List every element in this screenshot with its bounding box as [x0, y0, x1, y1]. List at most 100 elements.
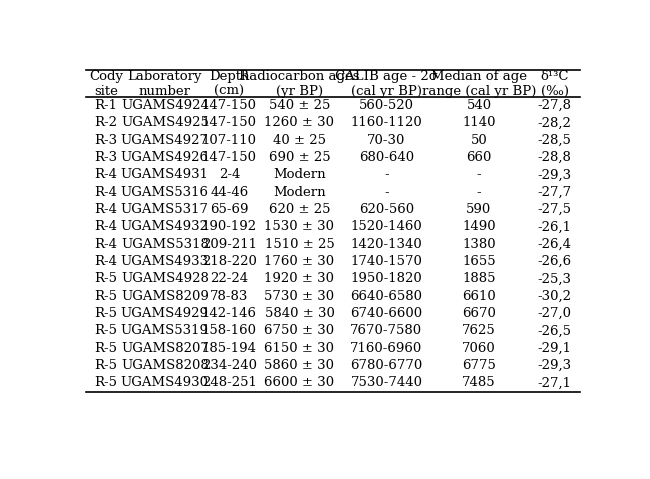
Text: -26,1: -26,1 — [538, 220, 572, 233]
Text: R-5: R-5 — [94, 290, 118, 303]
Text: R-4: R-4 — [94, 220, 118, 233]
Text: 560-520: 560-520 — [359, 99, 414, 112]
Text: R-4: R-4 — [94, 255, 118, 268]
Text: R-3: R-3 — [94, 151, 118, 164]
Text: -27,5: -27,5 — [538, 203, 572, 216]
Text: 680-640: 680-640 — [359, 151, 414, 164]
Text: 1160-1120: 1160-1120 — [350, 116, 422, 129]
Text: R-1: R-1 — [94, 99, 118, 112]
Text: 6610: 6610 — [462, 290, 496, 303]
Text: -: - — [384, 169, 389, 182]
Text: 6670: 6670 — [462, 307, 496, 320]
Text: 107-110: 107-110 — [202, 134, 257, 147]
Text: 1530 ± 30: 1530 ± 30 — [265, 220, 335, 233]
Text: 40 ± 25: 40 ± 25 — [273, 134, 326, 147]
Text: 1490: 1490 — [462, 220, 496, 233]
Text: -29,3: -29,3 — [538, 169, 572, 182]
Text: UGAMS5316: UGAMS5316 — [121, 186, 209, 199]
Text: 1920 ± 30: 1920 ± 30 — [265, 273, 335, 285]
Text: 248-251: 248-251 — [202, 376, 257, 389]
Text: 6750 ± 30: 6750 ± 30 — [265, 324, 335, 338]
Text: UGAMS4931: UGAMS4931 — [121, 169, 209, 182]
Text: 234-240: 234-240 — [202, 359, 257, 372]
Text: UGAMS5318: UGAMS5318 — [121, 238, 209, 251]
Text: -29,3: -29,3 — [538, 359, 572, 372]
Text: R-3: R-3 — [94, 134, 118, 147]
Text: R-2: R-2 — [94, 116, 118, 129]
Text: 6775: 6775 — [462, 359, 496, 372]
Text: 6640-6580: 6640-6580 — [350, 290, 422, 303]
Text: Cody
site: Cody site — [89, 69, 123, 98]
Text: CALIB age - 2σ
(cal yr BP): CALIB age - 2σ (cal yr BP) — [335, 69, 438, 98]
Text: UGAMS5317: UGAMS5317 — [121, 203, 209, 216]
Text: UGAMS8207: UGAMS8207 — [121, 342, 209, 355]
Text: 7160-6960: 7160-6960 — [350, 342, 422, 355]
Text: 1510 ± 25: 1510 ± 25 — [265, 238, 334, 251]
Text: 50: 50 — [471, 134, 488, 147]
Text: -28,8: -28,8 — [538, 151, 571, 164]
Text: UGAMS4932: UGAMS4932 — [121, 220, 209, 233]
Text: 22-24: 22-24 — [211, 273, 248, 285]
Text: Radiocarbon ages
(yr BP): Radiocarbon ages (yr BP) — [239, 69, 359, 98]
Text: 142-146: 142-146 — [202, 307, 257, 320]
Text: -26,5: -26,5 — [538, 324, 572, 338]
Text: 7530-7440: 7530-7440 — [350, 376, 422, 389]
Text: 590: 590 — [466, 203, 491, 216]
Text: UGAMS8209: UGAMS8209 — [121, 290, 209, 303]
Text: 690 ± 25: 690 ± 25 — [268, 151, 330, 164]
Text: 147-150: 147-150 — [202, 99, 257, 112]
Text: -28,2: -28,2 — [538, 116, 571, 129]
Text: UGAMS5319: UGAMS5319 — [121, 324, 209, 338]
Text: R-5: R-5 — [94, 307, 118, 320]
Text: -27,7: -27,7 — [538, 186, 572, 199]
Text: 620 ± 25: 620 ± 25 — [268, 203, 330, 216]
Text: -29,1: -29,1 — [538, 342, 572, 355]
Text: 147-150: 147-150 — [202, 116, 257, 129]
Text: 7060: 7060 — [462, 342, 496, 355]
Text: UGAMS4928: UGAMS4928 — [121, 273, 209, 285]
Text: 7625: 7625 — [462, 324, 496, 338]
Text: 65-69: 65-69 — [210, 203, 248, 216]
Text: 70-30: 70-30 — [367, 134, 406, 147]
Text: UGAMS8208: UGAMS8208 — [121, 359, 209, 372]
Text: 1420-1340: 1420-1340 — [350, 238, 422, 251]
Text: R-5: R-5 — [94, 376, 118, 389]
Text: Median of age
range (cal yr BP): Median of age range (cal yr BP) — [422, 69, 536, 98]
Text: -27,8: -27,8 — [538, 99, 572, 112]
Text: -: - — [476, 186, 481, 199]
Text: R-5: R-5 — [94, 342, 118, 355]
Text: UGAMS4929: UGAMS4929 — [121, 307, 209, 320]
Text: 1140: 1140 — [462, 116, 496, 129]
Text: R-5: R-5 — [94, 273, 118, 285]
Text: 540 ± 25: 540 ± 25 — [269, 99, 330, 112]
Text: 1740-1570: 1740-1570 — [350, 255, 422, 268]
Text: 660: 660 — [466, 151, 491, 164]
Text: 6740-6600: 6740-6600 — [350, 307, 422, 320]
Text: -: - — [384, 186, 389, 199]
Text: UGAMS4933: UGAMS4933 — [121, 255, 209, 268]
Text: R-5: R-5 — [94, 359, 118, 372]
Text: UGAMS4930: UGAMS4930 — [121, 376, 209, 389]
Text: 2-4: 2-4 — [218, 169, 240, 182]
Text: 190-192: 190-192 — [202, 220, 257, 233]
Text: 1260 ± 30: 1260 ± 30 — [265, 116, 335, 129]
Text: UGAMS4924: UGAMS4924 — [121, 99, 209, 112]
Text: 147-150: 147-150 — [202, 151, 257, 164]
Text: 620-560: 620-560 — [359, 203, 414, 216]
Text: 6600 ± 30: 6600 ± 30 — [265, 376, 335, 389]
Text: 158-160: 158-160 — [202, 324, 257, 338]
Text: Modern: Modern — [273, 186, 326, 199]
Text: 5860 ± 30: 5860 ± 30 — [265, 359, 335, 372]
Text: Modern: Modern — [273, 169, 326, 182]
Text: Laboratory
number: Laboratory number — [127, 69, 202, 98]
Text: -28,5: -28,5 — [538, 134, 571, 147]
Text: -26,4: -26,4 — [538, 238, 572, 251]
Text: 1885: 1885 — [462, 273, 496, 285]
Text: UGAMS4927: UGAMS4927 — [121, 134, 209, 147]
Text: UGAMS4925: UGAMS4925 — [121, 116, 209, 129]
Text: 185-194: 185-194 — [202, 342, 257, 355]
Text: R-4: R-4 — [94, 186, 118, 199]
Text: R-5: R-5 — [94, 324, 118, 338]
Text: δ¹³C
(‰): δ¹³C (‰) — [540, 69, 569, 98]
Text: R-4: R-4 — [94, 169, 118, 182]
